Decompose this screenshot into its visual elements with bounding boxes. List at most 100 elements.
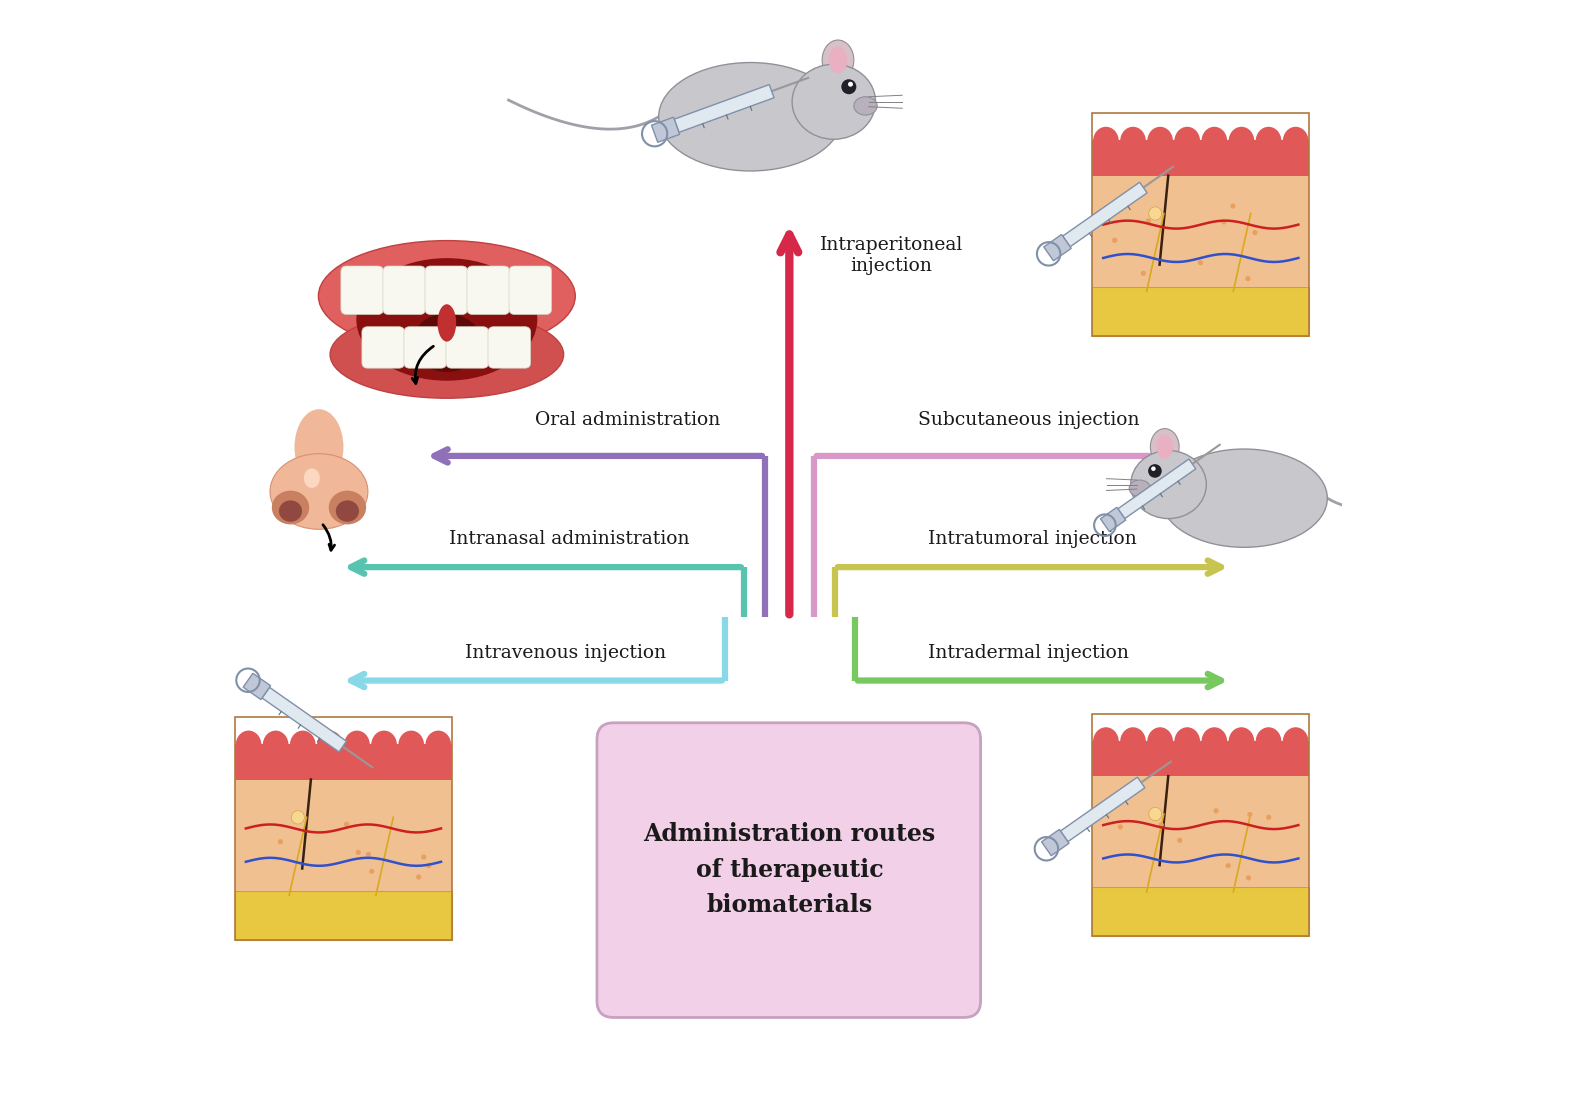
Circle shape xyxy=(1111,238,1118,242)
Ellipse shape xyxy=(1283,727,1308,756)
FancyBboxPatch shape xyxy=(341,266,384,315)
Text: Intranasal administration: Intranasal administration xyxy=(450,530,690,548)
Circle shape xyxy=(426,863,431,868)
Ellipse shape xyxy=(1229,727,1254,756)
Ellipse shape xyxy=(412,314,483,373)
Bar xyxy=(234,744,451,780)
Circle shape xyxy=(847,82,854,87)
Ellipse shape xyxy=(329,490,366,525)
Ellipse shape xyxy=(319,240,575,351)
Ellipse shape xyxy=(1284,523,1303,534)
Ellipse shape xyxy=(1151,428,1179,465)
Ellipse shape xyxy=(1093,127,1119,156)
Bar xyxy=(234,757,451,891)
Ellipse shape xyxy=(1162,449,1327,547)
Text: Intraperitoneal
injection: Intraperitoneal injection xyxy=(821,237,964,275)
Bar xyxy=(1093,153,1309,287)
Ellipse shape xyxy=(1201,127,1228,156)
Polygon shape xyxy=(1044,235,1071,261)
Ellipse shape xyxy=(437,305,456,341)
FancyBboxPatch shape xyxy=(404,327,446,368)
Ellipse shape xyxy=(371,731,398,759)
Circle shape xyxy=(369,868,374,874)
Bar xyxy=(234,891,451,940)
Ellipse shape xyxy=(1229,127,1254,156)
Ellipse shape xyxy=(291,811,305,824)
Ellipse shape xyxy=(1157,435,1173,459)
Polygon shape xyxy=(674,85,773,132)
Ellipse shape xyxy=(1121,727,1146,756)
Polygon shape xyxy=(1063,182,1148,247)
Ellipse shape xyxy=(1201,727,1228,756)
Ellipse shape xyxy=(1093,727,1119,756)
Ellipse shape xyxy=(307,186,586,443)
Ellipse shape xyxy=(1174,127,1199,156)
Ellipse shape xyxy=(715,152,736,165)
Ellipse shape xyxy=(1121,127,1146,156)
Ellipse shape xyxy=(294,409,343,485)
Ellipse shape xyxy=(1174,727,1199,756)
Circle shape xyxy=(344,822,349,827)
Circle shape xyxy=(417,874,421,880)
Text: Subcutaneous injection: Subcutaneous injection xyxy=(918,411,1140,429)
Ellipse shape xyxy=(1149,807,1162,821)
Bar xyxy=(1093,140,1309,176)
Polygon shape xyxy=(1042,830,1069,856)
Polygon shape xyxy=(244,673,270,699)
Circle shape xyxy=(1247,812,1253,817)
Circle shape xyxy=(1146,218,1151,224)
Polygon shape xyxy=(651,117,679,142)
Ellipse shape xyxy=(792,64,876,139)
FancyBboxPatch shape xyxy=(384,266,426,315)
Bar xyxy=(1093,887,1309,936)
Ellipse shape xyxy=(1148,127,1173,156)
Circle shape xyxy=(1177,837,1182,843)
Ellipse shape xyxy=(272,490,310,525)
Ellipse shape xyxy=(344,731,369,759)
Ellipse shape xyxy=(822,40,854,80)
Polygon shape xyxy=(263,687,346,752)
Circle shape xyxy=(366,852,371,857)
Ellipse shape xyxy=(1196,527,1215,538)
Circle shape xyxy=(355,850,362,855)
Ellipse shape xyxy=(1223,534,1242,546)
Circle shape xyxy=(1148,464,1162,478)
FancyBboxPatch shape xyxy=(424,266,467,315)
Ellipse shape xyxy=(303,468,319,488)
Ellipse shape xyxy=(1283,127,1308,156)
Ellipse shape xyxy=(1256,727,1281,756)
Ellipse shape xyxy=(289,731,316,759)
Ellipse shape xyxy=(1148,727,1173,756)
Text: Intradermal injection: Intradermal injection xyxy=(927,644,1129,662)
Bar xyxy=(1093,741,1309,776)
Ellipse shape xyxy=(854,97,877,116)
Ellipse shape xyxy=(753,157,773,169)
Ellipse shape xyxy=(828,47,847,73)
Bar xyxy=(1093,754,1309,887)
Ellipse shape xyxy=(685,143,707,157)
Ellipse shape xyxy=(263,731,289,759)
Ellipse shape xyxy=(236,731,261,759)
Circle shape xyxy=(1221,219,1226,225)
Circle shape xyxy=(278,840,283,844)
Circle shape xyxy=(841,79,857,95)
Bar xyxy=(1093,113,1309,336)
Ellipse shape xyxy=(1130,450,1206,518)
Circle shape xyxy=(1247,875,1251,881)
FancyBboxPatch shape xyxy=(597,723,981,1017)
Ellipse shape xyxy=(357,258,538,380)
Circle shape xyxy=(1118,824,1122,830)
Circle shape xyxy=(421,854,426,860)
Bar xyxy=(1093,287,1309,336)
Text: Oral administration: Oral administration xyxy=(536,411,720,429)
Ellipse shape xyxy=(1256,127,1281,156)
Polygon shape xyxy=(1118,459,1196,518)
Polygon shape xyxy=(1100,507,1126,532)
FancyBboxPatch shape xyxy=(446,327,489,368)
Bar xyxy=(1093,714,1309,936)
Ellipse shape xyxy=(398,731,424,759)
FancyBboxPatch shape xyxy=(509,266,552,315)
Polygon shape xyxy=(1061,777,1144,842)
FancyBboxPatch shape xyxy=(467,266,509,315)
Ellipse shape xyxy=(1129,480,1151,497)
